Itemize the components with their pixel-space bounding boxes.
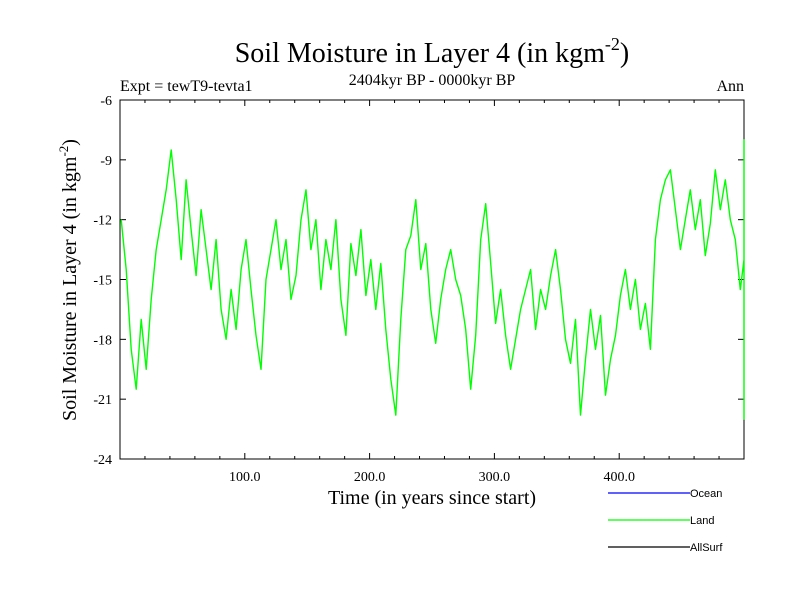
y-tick-label: -15 [93,274,112,289]
season-label: Ann [716,78,744,95]
plot-area [119,99,745,460]
chart-subtitle: 2404kyr BP - 0000kyr BP [349,72,516,89]
y-axis-label: Soil Moisture in Layer 4 (in kgm-2) [56,139,81,421]
axis-ticks [120,99,744,460]
legend: Ocean Land AllSurf [608,488,723,554]
x-tick-label: 300.0 [479,470,511,485]
series-group [120,139,745,420]
chart-title-close: ) [620,38,629,69]
x-axis-label: Time (in years since start) [328,487,536,509]
y-tick-labels: -6 -9 -12 -15 -18 -21 -24 [93,94,112,468]
y-tick-label: -6 [100,94,112,109]
x-tick-label: 200.0 [354,470,386,485]
experiment-label: Expt = tewT9-tevta1 [120,78,253,95]
y-tick-label: -18 [93,333,112,348]
legend-label-land: Land [690,515,714,527]
chart-title: Soil Moisture in Layer 4 (in kgm-2) [235,34,630,69]
y-tick-label: -12 [93,214,112,229]
y-tick-label: -24 [93,453,112,468]
legend-label-allsurf: AllSurf [690,542,723,554]
y-axis-label-close: ) [59,139,81,146]
series-line-land [120,139,745,420]
y-tick-label: -9 [100,154,112,169]
chart-title-superscript: -2 [605,34,620,54]
plot-frame [119,99,745,460]
x-tick-label: 400.0 [603,470,635,485]
y-tick-label: -21 [93,393,112,408]
x-tick-labels: 100.0 200.0 300.0 400.0 [229,470,635,485]
y-axis-label-text: Soil Moisture in Layer 4 (in kgm [59,156,81,421]
legend-label-ocean: Ocean [690,488,722,500]
chart-title-text: Soil Moisture in Layer 4 (in kgm [235,38,605,69]
y-axis-label-superscript: -2 [56,146,71,157]
x-tick-label: 100.0 [229,470,261,485]
